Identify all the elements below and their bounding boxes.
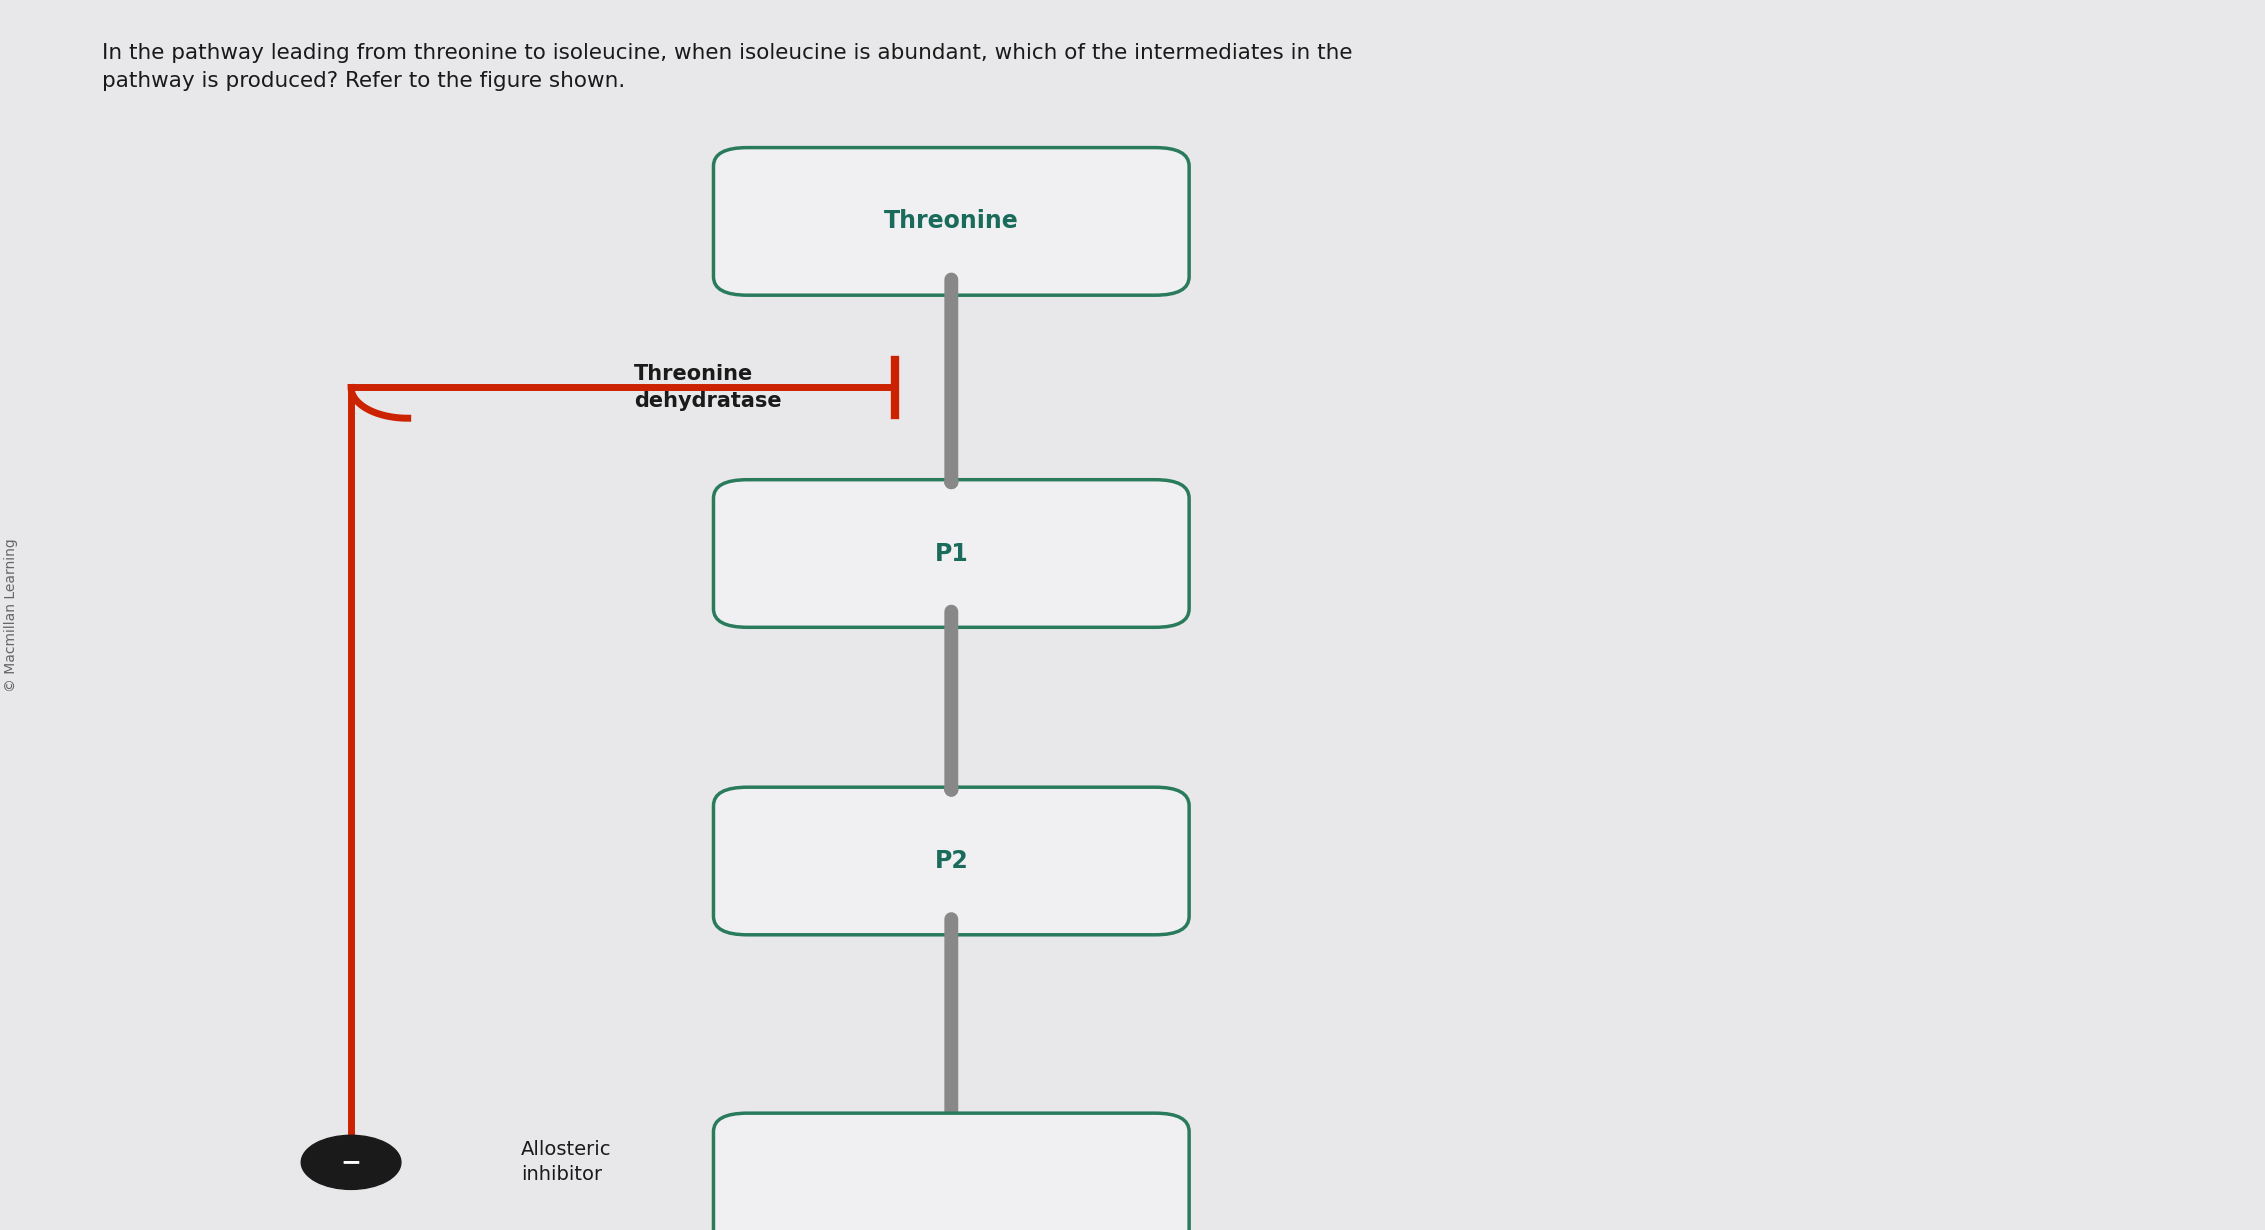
Text: P1: P1 [935,541,967,566]
FancyBboxPatch shape [713,148,1189,295]
Text: In the pathway leading from threonine to isoleucine, when isoleucine is abundant: In the pathway leading from threonine to… [102,43,1352,91]
Text: Threonine
dehydratase: Threonine dehydratase [634,364,781,411]
Text: −: − [340,1150,362,1175]
Text: Threonine: Threonine [883,209,1019,234]
FancyBboxPatch shape [713,1113,1189,1230]
FancyBboxPatch shape [713,787,1189,935]
Text: © Macmillan Learning: © Macmillan Learning [5,539,18,692]
Circle shape [301,1135,401,1189]
FancyBboxPatch shape [713,480,1189,627]
Text: P2: P2 [935,849,967,873]
Text: Allosteric
inhibitor: Allosteric inhibitor [521,1140,612,1184]
